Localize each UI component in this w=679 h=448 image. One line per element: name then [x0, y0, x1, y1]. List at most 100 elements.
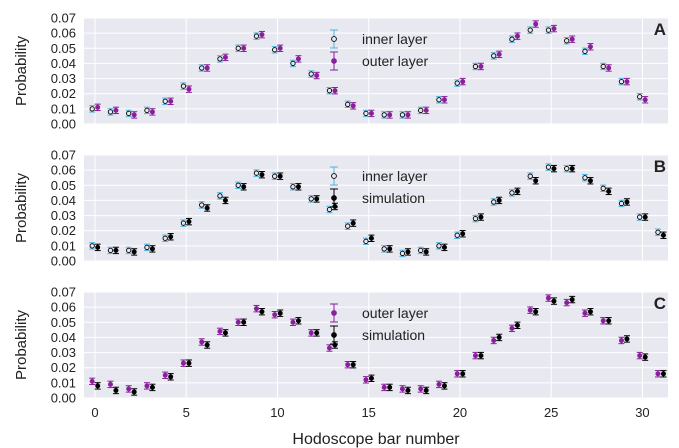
data-point: [107, 109, 114, 115]
data-point: [259, 172, 265, 178]
legend-entry: inner layer: [330, 166, 428, 186]
data-point: [277, 310, 283, 316]
y-tick-label: 0.02: [51, 360, 76, 375]
data-point: [217, 193, 223, 199]
data-point: [509, 325, 515, 331]
data-point: [295, 56, 301, 62]
data-point: [514, 33, 520, 39]
data-point: [606, 318, 612, 324]
data-point: [514, 188, 520, 194]
data-point: [551, 298, 557, 304]
data-point: [405, 249, 411, 255]
x-axis-label: Hodoscope bar number: [292, 431, 460, 448]
data-point: [514, 322, 520, 328]
y-tick-label: 0.00: [51, 391, 76, 406]
data-point: [180, 220, 187, 226]
data-point: [655, 229, 661, 235]
y-tick-label: 0.01: [51, 238, 76, 253]
data-point: [332, 88, 338, 94]
plot-background: [84, 155, 668, 261]
data-point: [600, 63, 606, 70]
y-tick-label: 0.07: [51, 11, 76, 26]
data-point: [472, 63, 479, 70]
data-point: [587, 309, 593, 315]
data-point: [326, 206, 333, 213]
data-point: [168, 98, 174, 104]
data-point: [533, 178, 539, 184]
data-point: [95, 383, 101, 389]
data-point: [204, 342, 210, 348]
data-point: [545, 164, 552, 170]
panel-label: C: [654, 294, 666, 313]
panel-label: A: [654, 20, 666, 39]
data-point: [168, 234, 174, 240]
data-point: [569, 166, 575, 172]
data-point: [295, 318, 301, 324]
data-point: [235, 182, 241, 188]
data-point: [405, 387, 411, 393]
data-point: [491, 53, 497, 59]
data-point: [405, 112, 411, 118]
data-point: [149, 246, 155, 252]
data-point: [478, 63, 484, 69]
data-point: [454, 232, 460, 238]
data-point: [533, 21, 539, 27]
data-point: [441, 97, 447, 103]
data-point: [107, 247, 114, 254]
data-point: [186, 219, 192, 225]
data-point: [235, 319, 241, 325]
data-point: [350, 362, 356, 368]
data-point: [569, 36, 575, 42]
data-point: [618, 200, 625, 207]
x-tick-label: 5: [183, 405, 190, 420]
series-simulation: [94, 295, 667, 396]
data-point: [253, 33, 260, 39]
data-point: [107, 381, 113, 387]
data-point: [606, 65, 612, 71]
y-tick-label: 0.00: [51, 117, 76, 132]
data-point: [144, 244, 150, 251]
data-point: [441, 383, 447, 389]
x-tick-label: 25: [544, 405, 558, 420]
data-point: [253, 170, 260, 176]
plot-background: [84, 292, 668, 398]
data-point: [162, 372, 168, 378]
data-point: [277, 173, 283, 179]
data-point: [217, 328, 223, 334]
legend-entry: inner layer: [330, 29, 428, 49]
y-tick-label: 0.07: [51, 285, 76, 300]
data-point: [186, 360, 192, 366]
series-outer-layer: [94, 20, 649, 119]
x-tick-label: 30: [635, 405, 649, 420]
panel-C: 0.000.010.020.030.040.050.060.07 0 5 10 15 20…: [13, 285, 668, 420]
data-point: [637, 94, 643, 100]
data-point: [381, 384, 387, 390]
data-point: [527, 27, 533, 33]
x-tick-label: 20: [453, 405, 467, 420]
data-point: [199, 339, 205, 345]
data-point: [368, 110, 374, 116]
data-point: [144, 107, 150, 114]
data-point: [387, 384, 393, 390]
panel-B: 0.000.010.020.030.040.050.060.07 Probabil…: [13, 148, 668, 269]
data-point: [642, 97, 648, 103]
y-tick-label: 0.07: [51, 148, 76, 163]
data-point: [600, 185, 606, 191]
data-point: [308, 196, 314, 202]
data-point: [308, 71, 314, 77]
data-point: [162, 98, 168, 104]
data-point: [345, 101, 351, 107]
data-point: [95, 104, 101, 110]
data-point: [436, 381, 442, 387]
data-point: [332, 342, 338, 348]
legend-label: inner layer: [362, 168, 428, 184]
data-point: [441, 244, 447, 250]
data-point: [222, 197, 228, 203]
data-point: [222, 330, 228, 336]
data-point: [259, 32, 265, 38]
data-point: [381, 246, 387, 252]
x-tick-label: 0: [91, 405, 98, 420]
data-point: [204, 65, 210, 71]
data-point: [478, 214, 484, 220]
